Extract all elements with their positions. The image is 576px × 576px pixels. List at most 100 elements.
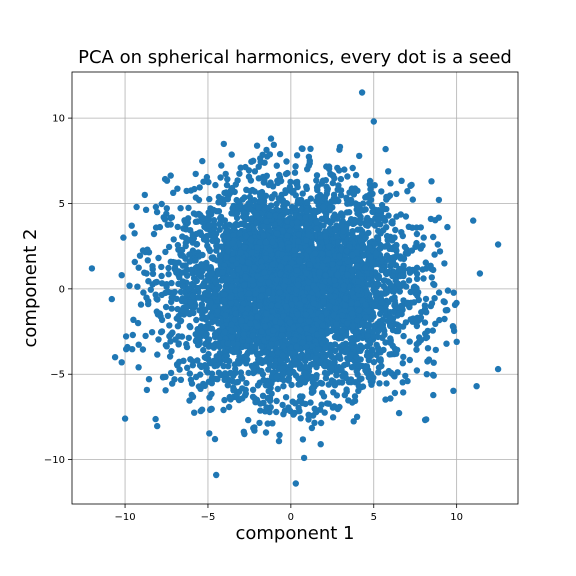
scatter-point bbox=[200, 236, 208, 243]
scatter-point bbox=[216, 257, 223, 265]
scatter-point bbox=[280, 370, 288, 378]
scatter-point bbox=[422, 295, 430, 303]
scatter-point bbox=[313, 184, 321, 191]
scatter-point bbox=[409, 224, 416, 231]
scatter-point bbox=[353, 413, 361, 420]
scatter-point bbox=[267, 179, 274, 186]
scatter-point bbox=[313, 172, 321, 179]
scatter-point bbox=[308, 424, 316, 432]
scatter-point bbox=[305, 411, 312, 418]
scatter-point bbox=[202, 340, 209, 348]
scatter-point bbox=[393, 190, 400, 198]
scatter-point bbox=[206, 394, 213, 401]
scatter-point bbox=[430, 359, 437, 366]
scatter-point bbox=[274, 302, 282, 309]
scatter-point bbox=[186, 370, 193, 377]
scatter-point bbox=[248, 249, 255, 256]
scatter-point bbox=[409, 196, 416, 203]
scatter-point bbox=[186, 251, 193, 258]
scatter-point bbox=[299, 436, 307, 443]
scatter-point bbox=[375, 227, 382, 235]
scatter-point bbox=[264, 420, 271, 427]
scatter-point bbox=[373, 249, 380, 257]
scatter-point bbox=[370, 322, 378, 330]
scatter-point bbox=[241, 244, 248, 251]
scatter-point bbox=[285, 331, 292, 338]
scatter-point bbox=[380, 324, 387, 332]
scatter-point bbox=[382, 339, 389, 346]
scatter-point bbox=[216, 349, 224, 357]
scatter-point bbox=[264, 153, 271, 160]
scatter-point bbox=[223, 181, 231, 189]
scatter-point bbox=[364, 214, 371, 222]
scatter-point bbox=[354, 300, 361, 307]
scatter-point bbox=[299, 190, 306, 197]
scatter-point bbox=[268, 340, 275, 348]
scatter-point bbox=[293, 343, 300, 351]
scatter-point bbox=[260, 376, 267, 384]
scatter-point bbox=[257, 400, 264, 407]
scatter-point bbox=[296, 398, 303, 405]
scatter-point bbox=[324, 329, 331, 337]
scatter-point bbox=[187, 356, 194, 363]
scatter-point bbox=[337, 192, 345, 199]
scatter-point bbox=[267, 202, 275, 209]
scatter-point bbox=[391, 234, 398, 241]
scatter-point bbox=[179, 282, 186, 290]
scatter-point bbox=[330, 311, 337, 319]
scatter-point bbox=[276, 150, 284, 158]
scatter-point bbox=[441, 260, 448, 267]
scatter-point bbox=[153, 208, 161, 216]
scatter-point bbox=[291, 204, 298, 211]
scatter-point bbox=[257, 407, 264, 414]
scatter-point bbox=[174, 305, 181, 313]
scatter-point bbox=[303, 237, 310, 244]
scatter-point bbox=[184, 309, 191, 316]
scatter-point bbox=[276, 431, 283, 439]
scatter-point bbox=[228, 283, 235, 290]
scatter-point bbox=[285, 244, 292, 251]
scatter-point bbox=[137, 301, 145, 308]
scatter-point bbox=[282, 170, 290, 178]
scatter-point bbox=[224, 196, 231, 203]
scatter-point bbox=[229, 340, 237, 347]
scatter-point bbox=[129, 331, 136, 339]
scatter-point bbox=[240, 213, 247, 220]
scatter-point bbox=[405, 277, 413, 284]
scatter-point bbox=[395, 409, 403, 417]
scatter-point bbox=[142, 332, 149, 340]
scatter-point bbox=[227, 396, 234, 403]
scatter-point bbox=[148, 329, 156, 336]
scatter-point bbox=[210, 342, 217, 349]
scatter-point bbox=[243, 360, 250, 367]
scatter-point bbox=[205, 245, 213, 253]
scatter-point bbox=[266, 397, 274, 404]
scatter-point bbox=[364, 222, 371, 229]
scatter-point bbox=[400, 272, 407, 279]
scatter-point bbox=[424, 327, 431, 335]
scatter-point bbox=[235, 388, 243, 395]
scatter-point bbox=[373, 280, 380, 287]
scatter-point bbox=[172, 259, 179, 266]
scatter-point bbox=[339, 341, 346, 349]
scatter-point bbox=[338, 222, 345, 229]
scatter-point bbox=[297, 415, 304, 422]
scatter-point bbox=[203, 314, 210, 322]
scatter-point bbox=[313, 372, 320, 379]
scatter-point bbox=[359, 207, 367, 214]
scatter-point bbox=[380, 277, 388, 284]
scatter-point bbox=[301, 379, 309, 386]
scatter-point bbox=[315, 207, 322, 215]
scatter-point bbox=[388, 260, 395, 268]
scatter-point bbox=[313, 177, 320, 184]
scatter-point bbox=[220, 362, 227, 370]
scatter-point bbox=[320, 298, 327, 305]
scatter-point bbox=[406, 338, 413, 345]
scatter-point bbox=[168, 279, 175, 287]
scatter-point bbox=[152, 279, 159, 286]
scatter-point bbox=[245, 224, 252, 232]
scatter-point bbox=[197, 371, 204, 378]
scatter-point bbox=[309, 360, 316, 368]
scatter-point bbox=[335, 353, 342, 360]
